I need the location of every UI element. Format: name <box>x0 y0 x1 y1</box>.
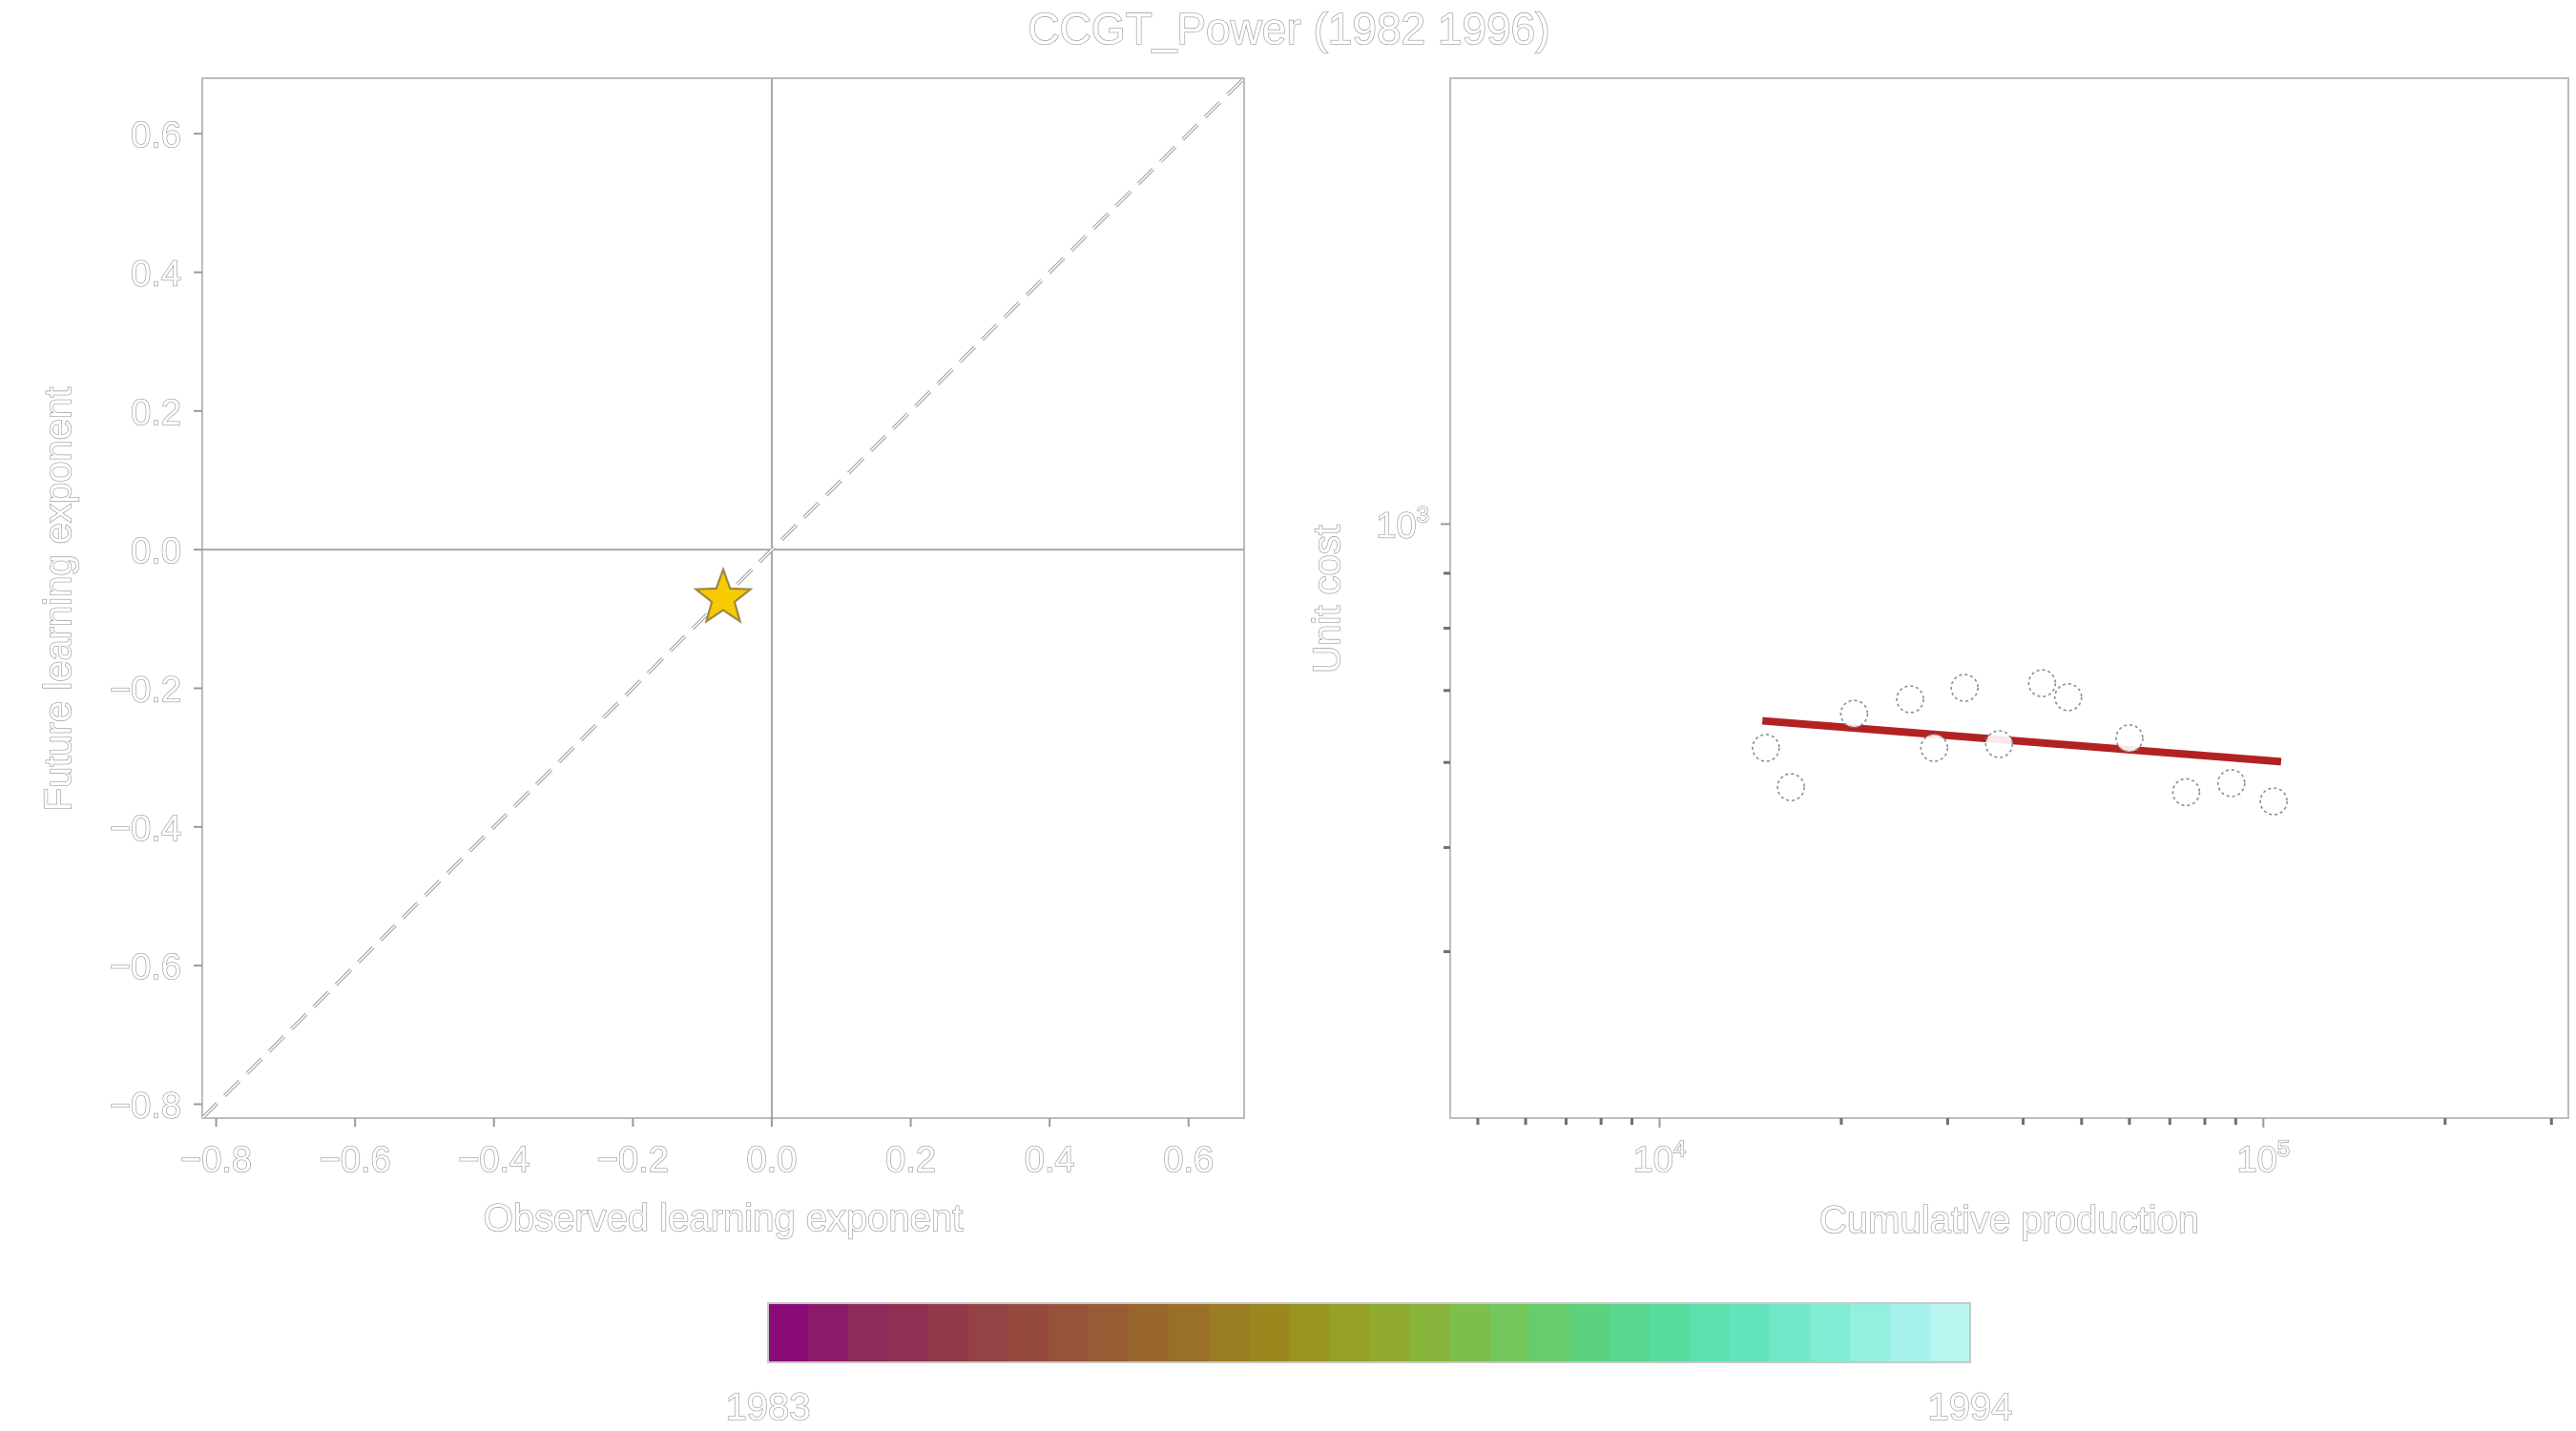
left-y-tick-label: −0.4 <box>110 809 181 849</box>
figure-title: CCGT_Power (1982 1996) <box>1028 4 1549 53</box>
left-y-tick-label: 0.2 <box>131 393 181 433</box>
colorbar-swatch <box>1008 1303 1049 1362</box>
colorbar-swatch <box>1449 1303 1490 1362</box>
left-markers <box>693 566 754 624</box>
data-point <box>2171 778 2201 807</box>
colorbar-swatch <box>808 1303 849 1362</box>
learning-exponent-panel: −0.8 −0.6 −0.4 −0.2 0.0 0.2 0.4 0.6 −0.8 −0.6 −0.4… <box>36 77 1245 1240</box>
left-axis-ticks: −0.8 −0.6 −0.4 −0.2 0.0 0.2 0.4 0.6 −0.8 −0.6 −0.4… <box>109 114 1215 1180</box>
left-x-tick-label: −0.2 <box>597 1140 669 1180</box>
colorbar-swatch <box>1890 1303 1931 1362</box>
colorbar-swatch <box>1930 1303 1971 1362</box>
star-icon <box>693 566 754 624</box>
left-x-tick-label: 0.0 <box>747 1140 798 1180</box>
colorbar-swatch <box>1650 1303 1691 1362</box>
left-y-tick-label: 0.6 <box>131 115 181 156</box>
colorbar-max-label: 1994 <box>1928 1386 2013 1428</box>
left-plot-frame <box>201 77 1245 1119</box>
colorbar-swatch <box>1850 1303 1891 1362</box>
colorbar-swatch <box>848 1303 889 1362</box>
colorbar-swatch <box>1610 1303 1651 1362</box>
colorbar-swatch <box>1129 1303 1170 1362</box>
colorbar-swatch <box>1489 1303 1530 1362</box>
colorbar-gradient <box>768 1303 1971 1362</box>
left-x-tick-label: −0.6 <box>320 1140 391 1180</box>
data-point <box>1776 773 1805 801</box>
colorbar-swatch <box>1409 1303 1450 1362</box>
left-y-axis-label: Future learning exponent <box>37 387 79 812</box>
left-x-axis-label: Observed learning exponent <box>484 1197 964 1239</box>
experience-curve-panel: 104 105 103 Cumulative production Unit cos… <box>1305 77 2569 1242</box>
data-point <box>2259 787 2288 816</box>
left-y-tick-label: 0.4 <box>131 254 181 294</box>
right-plot-frame <box>1449 77 2569 1119</box>
data-point <box>1896 685 1924 714</box>
left-y-tick-label: −0.8 <box>110 1086 181 1126</box>
data-point <box>2216 769 2246 798</box>
colorbar-swatch <box>888 1303 929 1362</box>
right-x-axis-label: Cumulative production <box>1819 1199 2199 1241</box>
colorbar-swatch <box>1329 1303 1370 1362</box>
right-y-axis-label: Unit cost <box>1306 525 1348 674</box>
right-x-tick-label: 104 <box>1633 1136 1687 1180</box>
data-point <box>2027 669 2057 697</box>
year-colorbar: 1983 1994 <box>725 1302 2013 1429</box>
right-y-tick-label: 103 <box>1376 502 1429 546</box>
data-point <box>1950 674 1979 702</box>
left-x-tick-label: −0.8 <box>180 1140 252 1180</box>
colorbar-min-label: 1983 <box>726 1386 811 1428</box>
colorbar-swatch <box>968 1303 1009 1362</box>
colorbar-swatch <box>1529 1303 1570 1362</box>
colorbar-swatch <box>1690 1303 1731 1362</box>
fit-line <box>1761 716 2282 766</box>
right-x-tick-label: 105 <box>2236 1136 2290 1180</box>
left-x-tick-label: 0.2 <box>885 1140 936 1180</box>
colorbar-swatch <box>768 1303 809 1362</box>
colorbar-swatch <box>1730 1303 1771 1362</box>
right-data-marks <box>1752 669 2288 816</box>
data-point <box>1752 734 1780 762</box>
colorbar-swatch <box>1049 1303 1090 1362</box>
data-point <box>1839 699 1869 728</box>
colorbar-swatch <box>1249 1303 1290 1362</box>
data-point <box>1984 730 2014 758</box>
colorbar-swatch <box>1089 1303 1130 1362</box>
left-x-tick-label: 0.6 <box>1163 1140 1214 1180</box>
left-y-tick-label: 0.0 <box>131 531 181 571</box>
left-x-tick-label: −0.4 <box>458 1140 530 1180</box>
colorbar-swatch <box>928 1303 969 1362</box>
left-y-tick-label: −0.2 <box>110 670 181 710</box>
colorbar-swatch <box>1209 1303 1250 1362</box>
colorbar-swatch <box>1289 1303 1330 1362</box>
left-x-tick-label: 0.4 <box>1025 1140 1075 1180</box>
colorbar-swatch <box>1369 1303 1410 1362</box>
colorbar-swatch <box>1770 1303 1811 1362</box>
data-point <box>1920 734 1949 762</box>
colorbar-frame <box>767 1302 1971 1363</box>
data-point <box>2053 683 2083 712</box>
data-point <box>2115 724 2144 753</box>
right-axis-ticks: 104 105 103 <box>1376 502 2553 1181</box>
colorbar-swatch <box>1169 1303 1210 1362</box>
colorbar-swatch <box>1569 1303 1610 1362</box>
colorbar-swatch <box>1810 1303 1851 1362</box>
left-y-tick-label: −0.6 <box>110 947 181 987</box>
